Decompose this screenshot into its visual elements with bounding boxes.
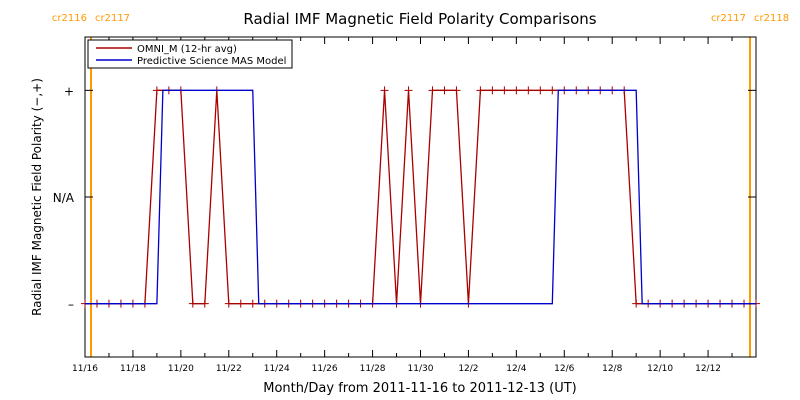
data-point	[536, 86, 545, 95]
series-line-1	[85, 89, 756, 305]
x-axis-label: Month/Day from 2011-11-16 to 2011-12-13 …	[263, 381, 576, 396]
data-point	[200, 299, 209, 308]
rotation-label-right: cr2118	[754, 13, 789, 24]
x-tick-label: 12/4	[506, 364, 526, 374]
x-tick-label: 11/20	[168, 364, 194, 374]
data-point	[512, 86, 521, 95]
x-tick-label: 12/10	[647, 364, 673, 374]
legend: OMNI_M (12-hr avg) Predictive Science MA…	[87, 39, 293, 69]
rotation-label-left: cr2116	[52, 13, 87, 24]
x-tick-label: 11/26	[312, 364, 338, 374]
data-point	[152, 86, 161, 95]
x-tick-label: 11/28	[360, 364, 386, 374]
x-tick-label: 12/6	[554, 364, 574, 374]
y-axis-label: Radial IMF Magnetic Field Polarity (−,+)	[30, 78, 44, 316]
data-point	[248, 299, 257, 308]
legend-label-omni: OMNI_M (12-hr avg)	[137, 44, 237, 55]
legend-box	[87, 39, 293, 69]
x-tick-label: 11/18	[120, 364, 146, 374]
y-tick-label: –	[68, 298, 74, 312]
rotation-label-left: cr2117	[711, 13, 746, 24]
chart-title: Radial IMF Magnetic Field Polarity Compa…	[243, 10, 596, 28]
x-tick-label: 11/24	[264, 364, 290, 374]
data-point	[632, 299, 641, 308]
data-point	[188, 299, 197, 308]
x-tick-label: 11/30	[408, 364, 434, 374]
data-point	[404, 86, 413, 95]
data-point	[428, 86, 437, 95]
legend-label-mas: Predictive Science MAS Model	[137, 56, 286, 67]
data-point	[548, 86, 557, 95]
data-point	[440, 86, 449, 95]
x-tick-label: 11/22	[216, 364, 242, 374]
series-layer	[81, 86, 760, 308]
data-point	[452, 86, 461, 95]
x-tick-label: 11/16	[72, 364, 98, 374]
y-tick-label: N/A	[53, 191, 75, 205]
x-tick-label: 12/8	[602, 364, 622, 374]
data-point	[500, 86, 509, 95]
data-point	[488, 86, 497, 95]
x-axis: 11/16 11/18 11/20 11/22 11/24 11/26 11/28 11/30…	[72, 37, 757, 374]
x-tick-label: 12/2	[458, 364, 478, 374]
data-point	[380, 86, 389, 95]
data-point	[524, 86, 533, 95]
data-point	[236, 299, 245, 308]
x-tick-label: 12/12	[695, 364, 721, 374]
rotation-label-right: cr2117	[95, 13, 130, 24]
data-point	[224, 299, 233, 308]
data-point	[476, 86, 485, 95]
y-tick-label: +	[64, 84, 74, 98]
